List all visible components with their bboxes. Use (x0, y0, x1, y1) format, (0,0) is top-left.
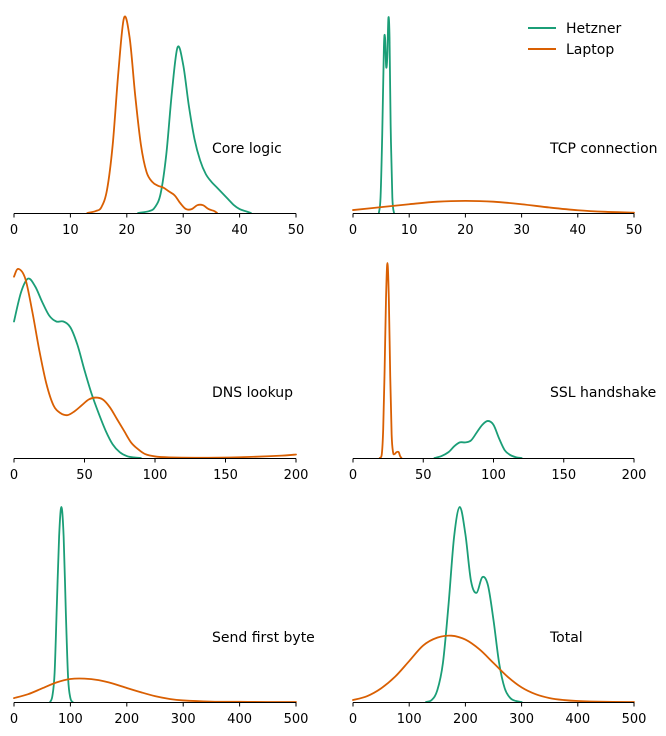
x-tick-label: 200 (453, 712, 478, 727)
x-tick-label: 10 (62, 223, 79, 238)
panel-total: 0 100 200 300 400 500 Total (349, 506, 647, 727)
x-tick-label: 50 (415, 468, 432, 483)
x-tick-label: 200 (622, 468, 647, 483)
x-tick-label: 0 (10, 712, 18, 727)
legend-label-hetzner: Hetzner (566, 21, 621, 37)
series-line-hetzner (13, 277, 142, 459)
series-line-hetzner (377, 16, 395, 214)
x-tick-label: 40 (570, 223, 587, 238)
panel-title: TCP connection (549, 141, 658, 157)
x-tick-label: 40 (231, 223, 248, 238)
x-tick-label: 200 (114, 712, 139, 727)
x-tick-label: 30 (175, 223, 192, 238)
x-tick-label: 20 (119, 223, 136, 238)
x-tick-label: 400 (565, 712, 590, 727)
series-line-laptop (13, 677, 297, 703)
x-tick-label: 20 (457, 223, 474, 238)
x-tick-label: 0 (349, 468, 357, 483)
x-tick-label: 100 (143, 468, 168, 483)
x-tick-label: 100 (397, 712, 422, 727)
panel-title: Send first byte (212, 630, 315, 646)
x-tick-label: 10 (401, 223, 418, 238)
series-line-laptop (86, 15, 218, 214)
x-tick-label: 400 (227, 712, 252, 727)
legend: Hetzner Laptop (528, 21, 621, 58)
x-tick-label: 100 (481, 468, 506, 483)
x-tick-label: 150 (213, 468, 238, 483)
x-tick-label: 0 (10, 223, 18, 238)
x-tick-label: 50 (76, 468, 93, 483)
series-line-laptop (352, 200, 635, 214)
x-tick-label: 500 (622, 712, 647, 727)
x-tick-label: 200 (284, 468, 309, 483)
series-line-laptop (378, 262, 403, 459)
panel-title: SSL handshake (550, 385, 656, 401)
panel-title: Total (549, 630, 583, 646)
x-tick-label: 150 (551, 468, 576, 483)
series-line-hetzner (49, 506, 74, 703)
series-line-hetzner (433, 420, 523, 459)
x-tick-label: 30 (513, 223, 530, 238)
x-tick-label: 50 (288, 223, 305, 238)
legend-label-laptop: Laptop (566, 42, 614, 58)
panel-ssl-handshake: 0 50 100 150 200 SSL handshake (349, 262, 656, 483)
series-line-laptop (13, 267, 297, 459)
series-line-hetzner (425, 506, 523, 703)
x-tick-label: 100 (58, 712, 83, 727)
x-tick-label: 0 (349, 712, 357, 727)
series-line-hetzner (137, 45, 252, 214)
x-tick-label: 500 (284, 712, 309, 727)
panel-tcp-connection: 0 10 20 30 40 50 TCP connection (349, 16, 658, 238)
panel-core-logic: 0 10 20 30 40 50 Core logic (10, 15, 305, 238)
panel-title: DNS lookup (212, 385, 293, 401)
panel-dns-lookup: 0 50 100 150 200 DNS lookup (10, 267, 309, 483)
x-tick-label: 0 (10, 468, 18, 483)
x-tick-label: 50 (626, 223, 643, 238)
x-tick-label: 300 (509, 712, 534, 727)
panel-send-first-byte: 0 100 200 300 400 500 Send first byte (10, 506, 315, 727)
x-tick-label: 0 (349, 223, 357, 238)
panel-title: Core logic (212, 141, 282, 157)
series-line-laptop (352, 634, 635, 703)
x-tick-label: 300 (171, 712, 196, 727)
